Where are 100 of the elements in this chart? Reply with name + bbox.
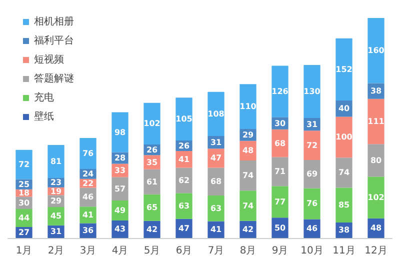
data-label: 105	[176, 114, 193, 124]
data-label: 31	[210, 138, 222, 147]
bar	[304, 188, 320, 220]
data-label: 38	[338, 226, 350, 235]
data-label: 102	[144, 119, 160, 128]
data-label: 31	[306, 120, 318, 129]
data-label: 36	[82, 226, 94, 236]
bar	[304, 130, 320, 160]
data-label: 42	[146, 224, 158, 234]
bar	[80, 206, 96, 224]
data-label: 61	[146, 177, 158, 186]
x-tick-label: 7月	[208, 246, 224, 256]
data-label: 110	[240, 102, 257, 112]
data-label: 68	[210, 177, 222, 186]
x-tick-label: 8月	[240, 246, 256, 256]
bar	[176, 193, 192, 219]
data-label: 72	[306, 140, 318, 150]
x-tick-label: 11月	[332, 246, 356, 256]
data-label: 57	[114, 184, 126, 194]
bar	[368, 144, 384, 177]
bar	[208, 148, 224, 168]
data-label: 29	[50, 196, 62, 206]
bar	[240, 160, 256, 191]
data-label: 30	[274, 118, 286, 128]
data-label: 80	[370, 156, 382, 165]
bar	[240, 84, 256, 130]
bar	[176, 168, 192, 194]
data-label: 74	[242, 171, 254, 180]
x-tick-label: 12月	[364, 246, 388, 256]
legend-label: 壁纸	[34, 110, 54, 122]
data-label: 74	[338, 168, 350, 178]
data-label: 108	[208, 109, 225, 118]
data-label: 126	[272, 86, 289, 96]
data-label: 50	[274, 223, 286, 232]
data-label: 111	[368, 116, 385, 126]
data-label: 22	[82, 178, 94, 188]
bar	[208, 196, 224, 222]
bar	[176, 98, 192, 140]
data-label: 41	[82, 210, 94, 220]
data-label: 42	[242, 224, 254, 234]
bar	[208, 92, 224, 136]
bar	[176, 151, 192, 168]
data-label: 44	[18, 214, 30, 222]
bar	[80, 138, 96, 170]
bar	[272, 186, 288, 218]
data-label: 100	[336, 132, 353, 142]
data-label: 46	[82, 192, 94, 202]
legend-label: 福利平台	[34, 34, 74, 46]
bar	[144, 194, 160, 221]
x-tick-label: 4月	[112, 246, 128, 256]
x-tick-label: 5月	[144, 246, 160, 256]
legend-label: 充电	[34, 92, 54, 104]
bar	[336, 38, 352, 100]
bar	[336, 188, 352, 222]
bar	[144, 102, 160, 145]
bar	[272, 66, 288, 118]
data-label: 63	[210, 204, 222, 213]
data-label: 43	[114, 224, 126, 234]
data-label: 160	[368, 46, 385, 56]
x-tick-label: 2月	[48, 246, 64, 256]
bar	[368, 98, 384, 144]
bar	[112, 177, 128, 200]
data-label: 77	[274, 197, 286, 206]
legend-label: 相机相册	[34, 16, 74, 28]
bar	[304, 64, 320, 118]
data-label: 152	[336, 64, 352, 74]
data-label: 81	[50, 156, 62, 166]
data-label: 40	[338, 104, 350, 114]
x-tick-label: 9月	[272, 246, 288, 256]
data-label: 19	[50, 186, 62, 196]
bar	[336, 116, 352, 158]
data-label: 47	[178, 224, 190, 233]
bar	[304, 160, 320, 188]
x-tick-label: 3月	[80, 246, 96, 256]
bar	[16, 150, 32, 180]
data-label: 85	[338, 200, 350, 210]
bar	[336, 158, 352, 188]
data-label: 41	[178, 154, 190, 164]
data-label: 18	[18, 188, 30, 198]
data-label: 65	[146, 203, 158, 212]
data-label: 46	[306, 224, 318, 234]
bar	[208, 168, 224, 196]
bar	[272, 129, 288, 158]
data-label: 69	[306, 170, 318, 179]
data-label: 27	[18, 228, 30, 237]
data-label: 76	[306, 199, 318, 208]
data-label: 33	[114, 166, 126, 175]
data-label: 25	[18, 180, 30, 189]
data-label: 62	[178, 176, 190, 185]
data-label: 102	[368, 193, 384, 202]
x-tick-label: 6月	[176, 246, 192, 256]
data-label: 68	[274, 138, 286, 148]
x-tick-label: 10月	[300, 246, 324, 256]
data-label: 63	[178, 201, 190, 210]
bar	[240, 190, 256, 221]
bar	[368, 18, 384, 84]
data-label: 30	[18, 198, 30, 208]
data-label: 48	[370, 224, 382, 233]
data-label: 26	[146, 145, 158, 154]
bar	[48, 144, 64, 178]
